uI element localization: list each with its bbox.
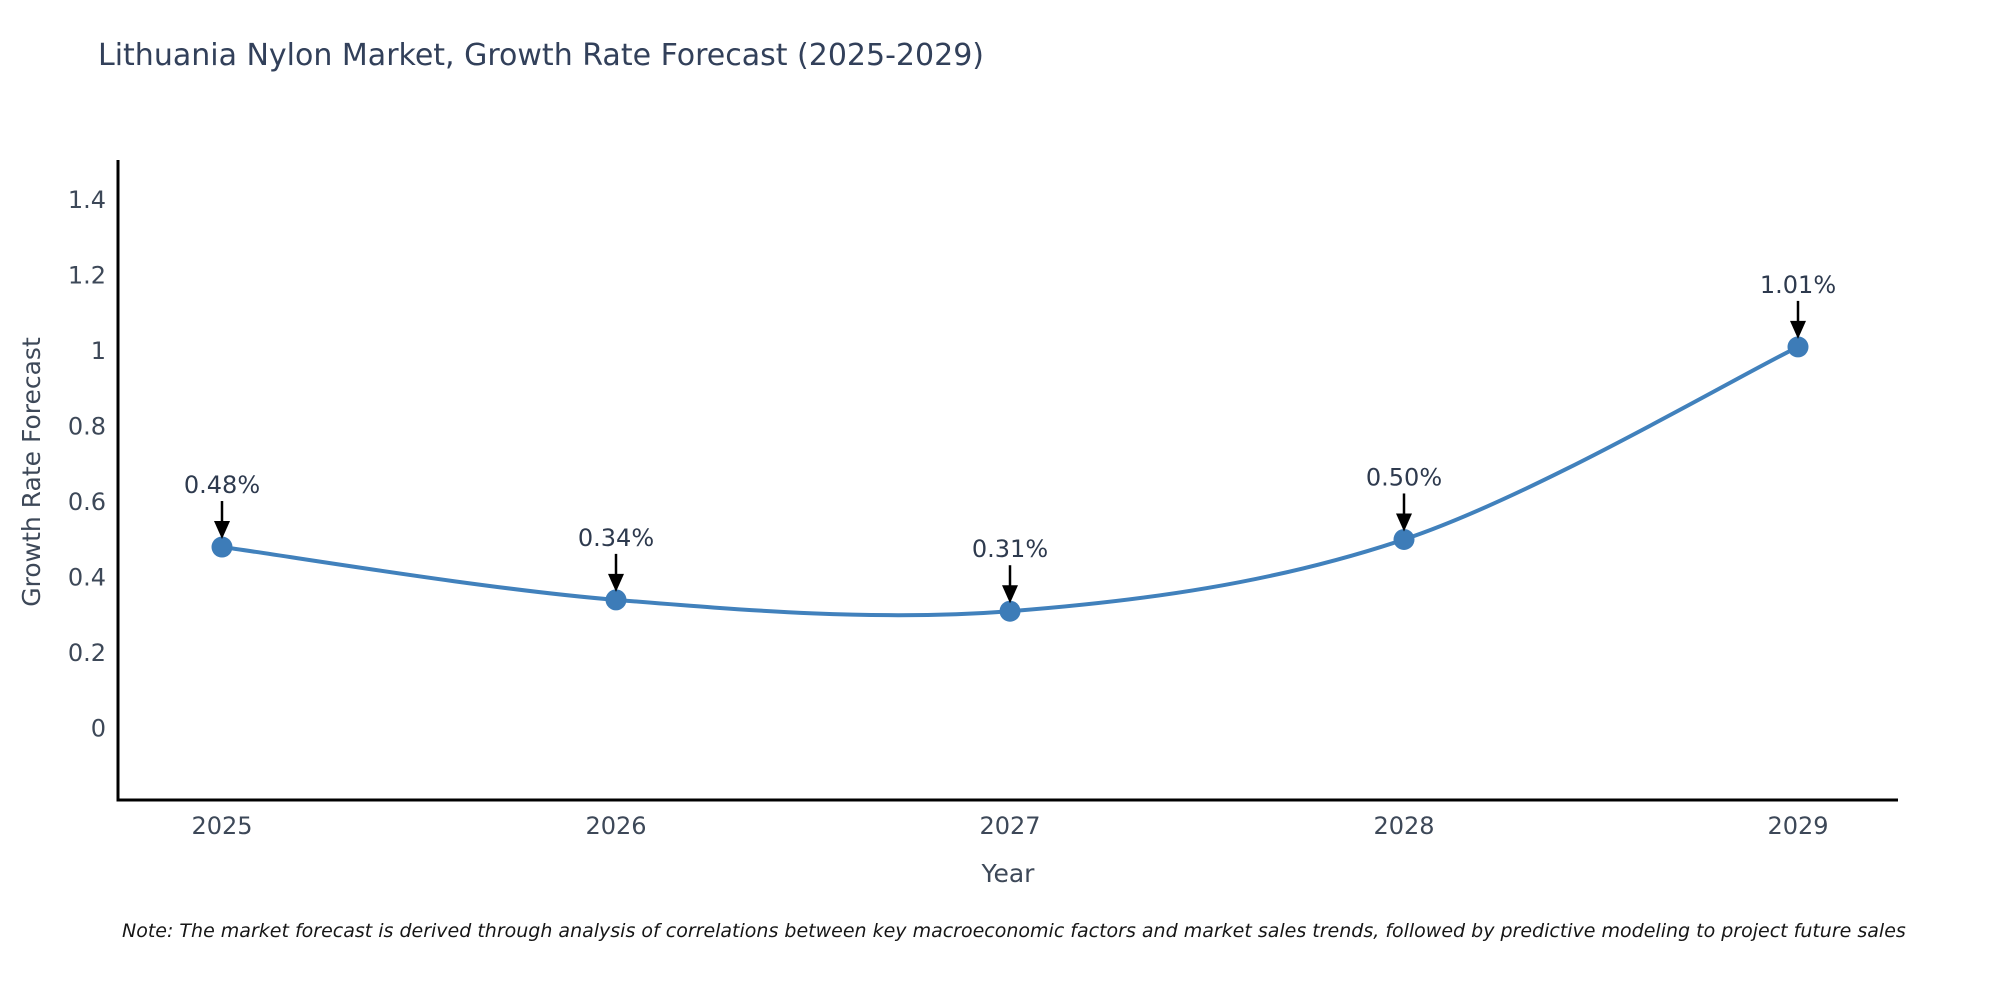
x-tick-label: 2028 xyxy=(1373,812,1434,840)
chart-title: Lithuania Nylon Market, Growth Rate Fore… xyxy=(98,38,984,73)
x-tick-label: 2029 xyxy=(1767,812,1828,840)
annotation-label: 0.48% xyxy=(184,471,260,499)
annotation-arrowhead xyxy=(1396,513,1412,532)
annotation-arrowhead xyxy=(1790,320,1806,339)
y-tick-label: 0.4 xyxy=(68,564,106,592)
x-tick-label: 2025 xyxy=(191,812,252,840)
y-tick-label: 0.8 xyxy=(68,413,106,441)
data-point-marker xyxy=(605,589,627,611)
data-point-marker xyxy=(1787,336,1809,358)
y-tick-label: 0 xyxy=(91,715,106,743)
annotation-label: 1.01% xyxy=(1760,271,1836,299)
data-point-marker xyxy=(999,600,1021,622)
y-axis-title: Growth Rate Forecast xyxy=(17,337,46,607)
footnote: Note: The market forecast is derived thr… xyxy=(122,920,1906,942)
y-tick-label: 1 xyxy=(91,337,106,365)
annotation-arrowhead xyxy=(214,521,230,540)
annotation-label: 0.34% xyxy=(578,524,654,552)
y-tick-label: 0.2 xyxy=(68,639,106,667)
x-axis-title: Year xyxy=(981,859,1036,888)
annotation-arrowhead xyxy=(608,573,624,592)
x-tick-label: 2026 xyxy=(585,812,646,840)
annotation-label: 0.31% xyxy=(972,535,1048,563)
data-point-marker xyxy=(1393,528,1415,550)
y-tick-label: 0.6 xyxy=(68,488,106,516)
x-tick-label: 2027 xyxy=(979,812,1040,840)
annotation-label: 0.50% xyxy=(1366,463,1442,491)
annotation-arrowhead xyxy=(1002,585,1018,604)
y-tick-label: 1.2 xyxy=(68,262,106,290)
y-tick-label: 1.4 xyxy=(68,186,106,214)
data-point-marker xyxy=(211,536,233,558)
